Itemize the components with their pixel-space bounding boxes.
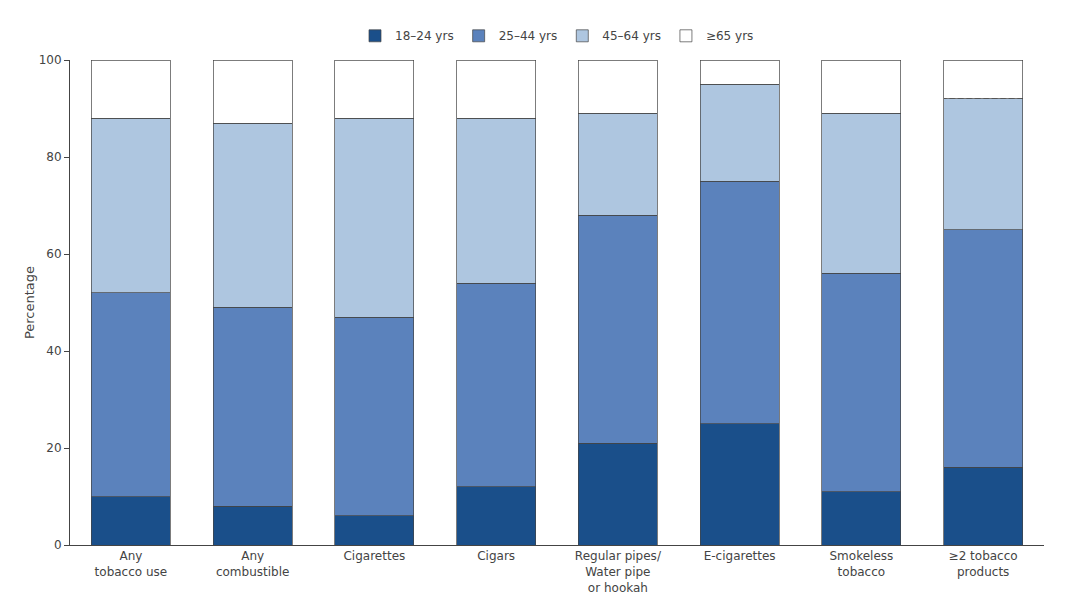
svg-text:≥2 tobaccoproducts: ≥2 tobaccoproducts — [949, 549, 1018, 579]
svg-text:Percentage: Percentage — [22, 266, 37, 339]
svg-text:45–64 yrs: 45–64 yrs — [602, 29, 661, 43]
svg-text:Cigarettes: Cigarettes — [343, 549, 405, 563]
svg-text:18–24 yrs: 18–24 yrs — [395, 29, 454, 43]
svg-text:Regular pipes/Water pipeor hoo: Regular pipes/Water pipeor hookah — [575, 549, 662, 594]
svg-text:Anycombustible: Anycombustible — [216, 549, 289, 579]
svg-text:40: 40 — [46, 344, 61, 358]
svg-text:20: 20 — [46, 441, 61, 455]
svg-text:100: 100 — [39, 53, 62, 67]
svg-text:25–44 yrs: 25–44 yrs — [499, 29, 558, 43]
svg-text:60: 60 — [46, 247, 61, 261]
svg-text:Cigars: Cigars — [477, 549, 515, 563]
svg-text:E-cigarettes: E-cigarettes — [704, 549, 776, 563]
svg-text:80: 80 — [46, 150, 61, 164]
svg-text:Smokelesstobacco: Smokelesstobacco — [829, 549, 893, 579]
svg-text:Anytobacco use: Anytobacco use — [95, 549, 168, 579]
svg-text:≥65 yrs: ≥65 yrs — [706, 29, 753, 43]
svg-text:0: 0 — [54, 538, 62, 552]
